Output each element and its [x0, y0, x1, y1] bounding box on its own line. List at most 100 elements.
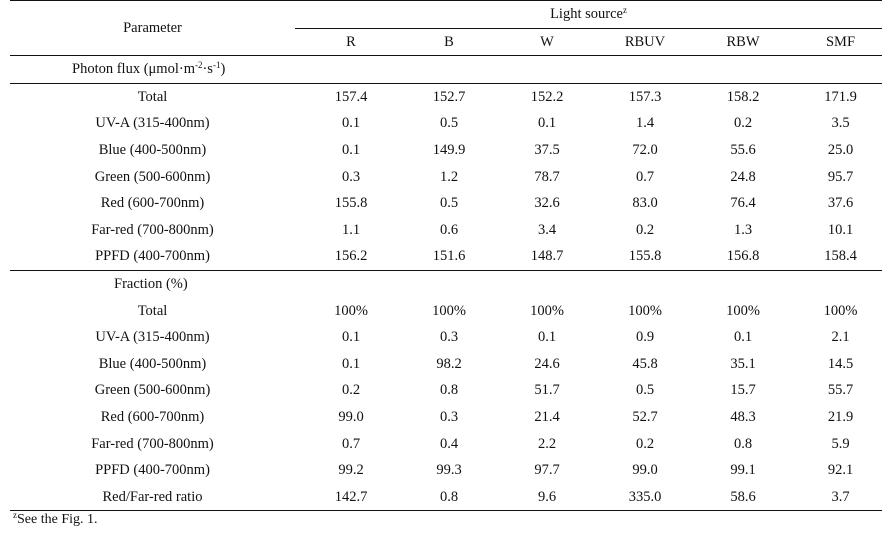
table-cell: 100% — [628, 302, 662, 319]
footnote-mark: z — [13, 510, 17, 520]
table-cell: 335.0 — [589, 483, 687, 512]
table-cell: 14.5 — [827, 355, 854, 372]
table-row: Red (600-700nm) 155.8 0.5 32.6 83.0 76.4 37.6 — [10, 190, 882, 217]
table-cell: 149.9 — [432, 141, 466, 158]
table-cell: 0.6 — [439, 221, 459, 238]
table-cell: 171.9 — [824, 88, 857, 105]
table-cell: 155.8 — [334, 195, 368, 212]
table-cell: 0.9 — [635, 329, 655, 346]
row-label: Green (500-600nm) — [94, 382, 211, 399]
table-cell: 0.4 — [439, 435, 459, 452]
table-row: Blue (400-500nm) 0.1 149.9 37.5 72.0 55.6 25.0 — [10, 137, 882, 164]
light-source-table: Parameter Light sourcez R B W RBUV RBW SMF Ph… — [10, 0, 883, 512]
table-cell: 55.7 — [827, 382, 854, 399]
photon-flux-label: Photon flux (μmol·m-2·s-1) — [10, 55, 883, 84]
column-header-r: R — [295, 28, 393, 57]
table-cell: 157.3 — [628, 88, 662, 105]
table-row: Total 100% 100% 100% 100% 100% 100% — [10, 298, 882, 325]
table-row: Green (500-600nm) 0.2 0.8 51.7 0.5 15.7 55.7 — [10, 377, 882, 404]
table-cell: 98.2 — [436, 355, 462, 372]
table-cell: 0.1 — [341, 115, 361, 132]
photon-flux-section: Photon flux (μmol·m-2·s-1) Total 157.4 152… — [10, 55, 883, 271]
table-cell: 100% — [432, 302, 466, 319]
fraction-section: Fraction (%) Total 100% 100% 100% 100% 100% 10… — [10, 270, 883, 512]
row-label: Blue (400-500nm) — [98, 141, 207, 158]
table-cell: 45.8 — [632, 355, 658, 372]
table-cell: 83.0 — [632, 195, 658, 212]
column-header-w: W — [491, 28, 589, 57]
row-label: Total — [137, 302, 168, 319]
table-cell: 10.1 — [827, 221, 854, 238]
fraction-section-header: Fraction (%) — [10, 270, 882, 297]
table-cell: 0.2 — [635, 435, 655, 452]
footnote-text: See the Fig. 1. — [17, 512, 98, 527]
table-cell: 1.3 — [733, 221, 753, 238]
table-cell: 0.1 — [537, 115, 557, 132]
table-cell: 32.6 — [534, 195, 560, 212]
table-cell: 0.1 — [341, 329, 361, 346]
table-cell: 156.2 — [295, 243, 393, 271]
table-cell: 15.7 — [730, 382, 756, 399]
table-row: PPFD (400-700nm) 156.2 151.6 148.7 155.8 156.… — [10, 243, 883, 271]
table-cell: 156.8 — [687, 243, 785, 271]
table-cell: 158.4 — [785, 243, 883, 271]
table-footnote: zSee the Fig. 1. — [13, 510, 98, 528]
unit-exponent-s: -1 — [212, 60, 221, 71]
table-cell: 0.5 — [439, 195, 459, 212]
table-cell: 21.9 — [827, 408, 854, 425]
row-label: UV-A (315-400nm) — [95, 329, 210, 346]
row-label: Red (600-700nm) — [100, 408, 205, 425]
table-cell: 0.8 — [439, 382, 459, 399]
table-cell: 0.1 — [537, 329, 557, 346]
table-cell: 95.7 — [827, 168, 854, 185]
column-header-rbw: RBW — [687, 28, 785, 57]
table-cell: 58.6 — [687, 483, 785, 512]
photon-flux-label-mid: ·s — [202, 61, 213, 78]
table-cell: 21.4 — [534, 408, 560, 425]
table-cell: 1.1 — [341, 221, 361, 238]
table-cell: 3.5 — [831, 115, 850, 132]
table-cell: 97.7 — [534, 462, 560, 479]
table-cell: 0.3 — [439, 408, 459, 425]
row-label: UV-A (315-400nm) — [95, 115, 210, 132]
table-cell: 55.6 — [730, 141, 756, 158]
table-cell: 99.1 — [730, 462, 756, 479]
fraction-label: Fraction (%) — [114, 275, 188, 292]
table-cell: 1.4 — [635, 115, 655, 132]
table-cell: 0.1 — [733, 329, 753, 346]
table-cell: 0.8 — [393, 483, 491, 512]
table-cell: 0.2 — [635, 221, 655, 238]
table-cell: 0.8 — [733, 435, 753, 452]
table-cell: 99.0 — [338, 408, 364, 425]
table-row: Blue (400-500nm) 0.1 98.2 24.6 45.8 35.1 14.5 — [10, 351, 882, 378]
light-source-header-label: Light source — [550, 6, 623, 22]
table-cell: 99.3 — [436, 462, 462, 479]
row-label: Total — [137, 88, 168, 105]
table-cell: 0.3 — [341, 168, 361, 185]
table-cell: 72.0 — [632, 141, 658, 158]
table-cell: 76.4 — [730, 195, 756, 212]
table-cell: 0.5 — [635, 382, 655, 399]
table-row: Red (600-700nm) 99.0 0.3 21.4 52.7 48.3 21.9 — [10, 404, 882, 431]
table-cell: 2.1 — [831, 329, 850, 346]
table-cell: 92.1 — [827, 462, 854, 479]
unit-exponent-m: -2 — [194, 60, 203, 71]
table-cell: 0.7 — [341, 435, 361, 452]
table-cell: 152.2 — [530, 88, 564, 105]
table-cell: 48.3 — [730, 408, 756, 425]
row-label: PPFD (400-700nm) — [95, 462, 210, 479]
table-cell: 157.4 — [334, 88, 368, 105]
table-cell: 2.2 — [537, 435, 557, 452]
header-row-1: Parameter Light sourcez — [10, 0, 883, 57]
table-row: Far-red (700-800nm) 1.1 0.6 3.4 0.2 1.3 10.1 — [10, 217, 882, 244]
table-row: Red/Far-red ratio 142.7 0.8 9.6 335.0 58.6 3.7 — [10, 483, 883, 512]
table-cell: 52.7 — [632, 408, 658, 425]
table-cell: 35.1 — [730, 355, 756, 372]
column-header-rbuv: RBUV — [589, 28, 687, 57]
table-cell: 24.8 — [730, 168, 756, 185]
table-cell: 142.7 — [295, 483, 393, 512]
parameter-header-label: Parameter — [123, 19, 182, 36]
table-cell: 9.6 — [491, 483, 589, 512]
table-cell: 152.7 — [432, 88, 466, 105]
table-cell: 100% — [530, 302, 564, 319]
